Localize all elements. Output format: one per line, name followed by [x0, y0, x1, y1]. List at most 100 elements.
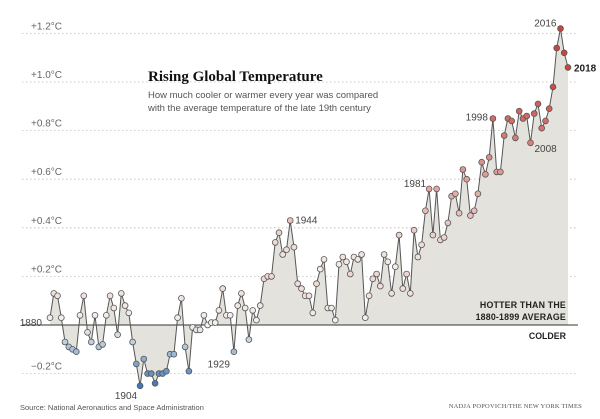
data-point — [271, 239, 279, 246]
data-point — [283, 246, 290, 254]
data-point — [515, 107, 523, 115]
year-label: 1904 — [115, 391, 138, 402]
credit-note: NADJA POPOVICH/THE NEW YORK TIMES — [448, 403, 582, 410]
data-point — [391, 263, 399, 271]
hotter-label-line2: 1880-1899 AVERAGE — [475, 311, 566, 322]
data-point — [331, 316, 339, 324]
data-point — [320, 256, 328, 263]
year-labels: 1880 1904 1929 1944 1981 1998 2008 2016 2018 — [20, 19, 597, 402]
year-label: 1998 — [466, 113, 489, 124]
data-point — [140, 355, 148, 363]
y-tick-label: +0.8°C — [31, 119, 62, 130]
data-point — [103, 311, 110, 319]
data-point — [388, 290, 395, 297]
data-point — [358, 251, 365, 258]
hotter-label: HOTTER THAN THE 1880-1899 AVERAGE — [476, 300, 566, 323]
data-point — [478, 158, 486, 166]
data-point — [545, 105, 553, 112]
data-point — [106, 292, 114, 300]
data-point — [238, 290, 245, 297]
year-label: 1981 — [404, 179, 427, 190]
data-point — [346, 270, 354, 278]
data-point — [328, 304, 335, 312]
data-point — [200, 311, 208, 319]
data-point — [414, 253, 422, 261]
year-label: 2016 — [534, 19, 557, 30]
chart-title: Rising Global Temperature — [148, 69, 323, 85]
data-point — [474, 190, 482, 198]
data-points — [46, 25, 572, 390]
data-point — [376, 282, 384, 290]
data-point — [178, 294, 185, 302]
data-point — [170, 350, 178, 358]
chart-subtitle: How much cooler or warmer every year was… — [148, 90, 379, 114]
year-label: 1944 — [295, 216, 318, 227]
data-point — [530, 110, 538, 117]
year-label: 2008 — [535, 144, 558, 155]
data-point — [54, 292, 61, 300]
data-point — [256, 302, 264, 309]
data-point — [534, 100, 542, 108]
data-point — [560, 49, 568, 57]
data-point — [497, 168, 504, 176]
data-point — [557, 25, 564, 32]
y-tick-label: −0.2°C — [31, 362, 62, 373]
data-point — [410, 226, 418, 234]
gridlines — [22, 33, 578, 375]
data-point — [110, 304, 118, 312]
data-point — [429, 231, 437, 239]
data-point — [80, 292, 88, 300]
data-point — [118, 290, 125, 297]
y-tick-label: +0.2°C — [31, 264, 62, 275]
data-point — [226, 311, 234, 319]
data-point — [275, 229, 283, 237]
data-point — [215, 307, 223, 314]
data-point — [151, 379, 159, 387]
data-point — [373, 270, 380, 278]
data-point — [508, 117, 516, 125]
data-point — [380, 251, 388, 258]
data-point — [444, 219, 452, 227]
data-point — [542, 117, 549, 125]
colder-label: COLDER — [528, 331, 566, 341]
y-tick-label: +0.6°C — [31, 167, 62, 178]
data-point — [422, 207, 429, 215]
data-point — [234, 302, 242, 309]
data-point — [369, 275, 377, 283]
data-point — [482, 171, 489, 178]
data-point — [249, 307, 257, 314]
data-point — [163, 367, 170, 375]
data-point — [84, 328, 91, 336]
year-label: 1929 — [208, 360, 231, 371]
data-point — [245, 336, 253, 343]
data-point — [339, 253, 347, 261]
data-point — [527, 139, 534, 147]
data-point — [463, 175, 471, 183]
data-point — [136, 382, 144, 390]
y-axis-labels: +1.2°C +1.0°C +0.8°C +0.6°C +0.4°C +0.2°C −0.2… — [31, 21, 62, 372]
data-point — [403, 270, 410, 278]
data-point — [181, 343, 189, 351]
data-point — [489, 115, 497, 122]
data-point — [354, 256, 362, 263]
data-point — [305, 292, 313, 300]
data-point — [399, 285, 407, 292]
data-point — [290, 243, 298, 251]
data-point — [76, 311, 84, 319]
data-point — [91, 311, 99, 319]
data-point — [418, 241, 425, 249]
data-point — [241, 304, 249, 312]
data-point — [316, 265, 324, 273]
year-label: 1880 — [20, 318, 43, 329]
data-point — [230, 348, 238, 356]
data-point — [46, 314, 54, 322]
y-tick-label: +1.2°C — [31, 21, 62, 32]
data-point — [185, 367, 193, 375]
warming-area-fill — [50, 28, 568, 386]
data-point — [253, 316, 260, 324]
y-tick-label: +1.0°C — [31, 70, 62, 81]
data-point — [309, 309, 317, 317]
data-point — [470, 207, 478, 215]
data-point — [549, 83, 557, 91]
data-point — [298, 285, 305, 292]
